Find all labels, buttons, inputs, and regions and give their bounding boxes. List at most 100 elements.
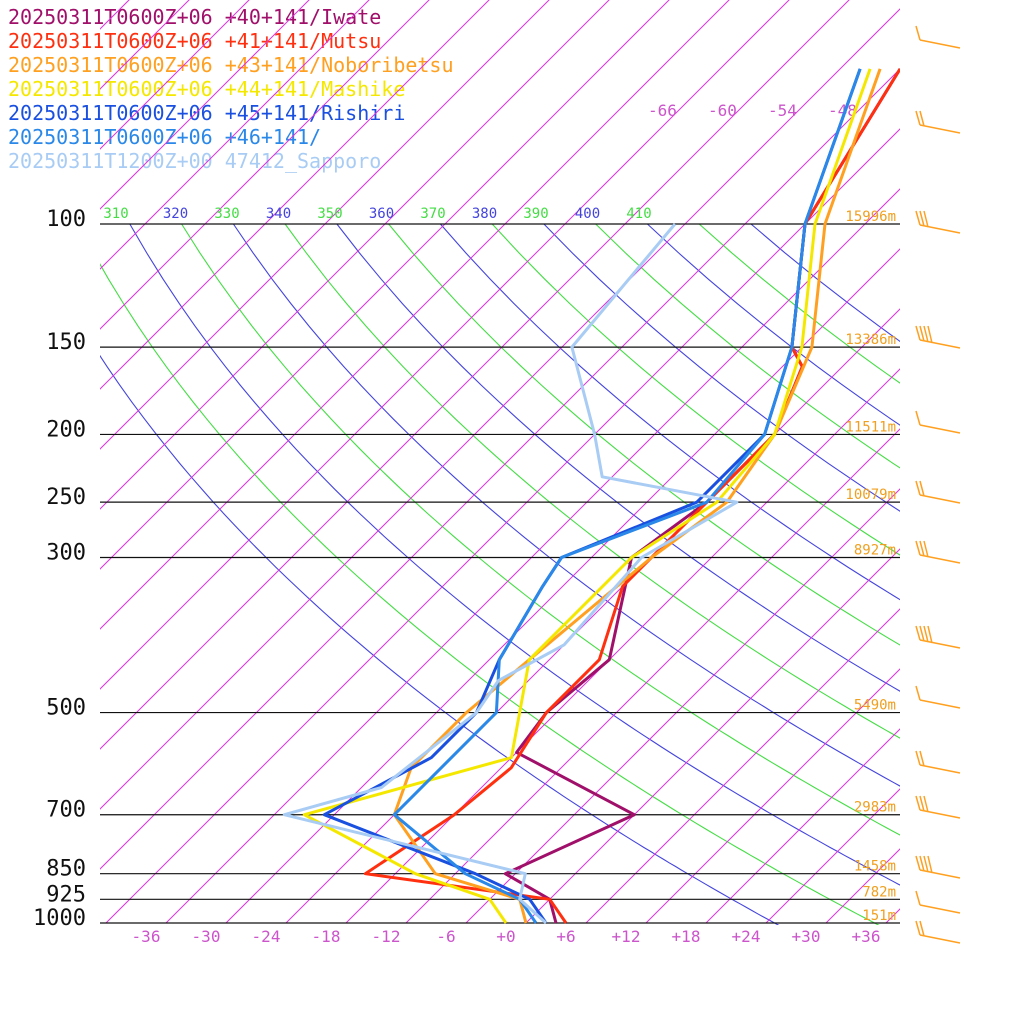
- theta-label: 360: [369, 206, 394, 222]
- theta-label: 310: [103, 206, 128, 222]
- theta-label: 350: [317, 206, 342, 222]
- height-label: 5490m: [854, 698, 896, 714]
- wind-barb: [915, 210, 961, 234]
- pressure-label: 925: [46, 882, 86, 907]
- dry-adiabat-line: [439, 223, 900, 601]
- sounding-line: [392, 68, 882, 924]
- legend: 20250311T0600Z+06 +40+141/Iwate20250311T…: [8, 5, 454, 173]
- dry-adiabat-line: [491, 223, 900, 556]
- legend-entry: 20250311T0600Z+06 +46+141/: [8, 125, 321, 149]
- isotherm-line: [1006, 0, 1024, 923]
- theta-label: 390: [523, 206, 548, 222]
- dry-adiabats: [100, 223, 900, 925]
- wind-barbs: [915, 25, 961, 944]
- legend-entry: 20250311T0600Z+06 +40+141/Iwate: [8, 5, 381, 29]
- isotherm-top-label: -48: [828, 101, 857, 120]
- wind-barb: [915, 795, 961, 819]
- pressure-label: 850: [46, 857, 86, 882]
- isotherm-line: [885, 908, 900, 924]
- temperature-tick: -36: [132, 927, 161, 946]
- pressure-label: 100: [46, 207, 86, 232]
- height-label: 151m: [862, 908, 896, 924]
- isotherm-line: [405, 428, 900, 924]
- wind-barb: [915, 480, 961, 504]
- dry-adiabat-line: [543, 223, 900, 512]
- dry-adiabat-line: [232, 223, 900, 787]
- wind-barb: [915, 920, 961, 944]
- dry-adiabat-line: [100, 354, 780, 925]
- isotherm-line: [465, 488, 900, 924]
- legend-entry: 20250311T0600Z+06 +41+141/Mutsu: [8, 29, 381, 53]
- wind-barb: [915, 25, 961, 49]
- wind-barb: [915, 685, 961, 709]
- theta-label: 370: [420, 206, 445, 222]
- temperature-tick: -18: [312, 927, 341, 946]
- height-label: 13386m: [845, 332, 896, 348]
- dry-adiabat-line: [595, 223, 900, 469]
- temperature-tick: +30: [792, 927, 821, 946]
- theta-label: 380: [472, 206, 497, 222]
- dry-adiabat-line: [129, 223, 900, 886]
- theta-label: 400: [575, 206, 600, 222]
- dry-adiabat-line: [750, 223, 900, 343]
- isotherm-line: [100, 0, 370, 270]
- wind-barb: [915, 750, 961, 774]
- isotherm-line: [0, 0, 3, 923]
- isotherm-top-label: -66: [648, 101, 677, 120]
- theta-label: 410: [626, 206, 651, 222]
- height-label: 782m: [862, 884, 896, 900]
- temperature-tick: +0: [496, 927, 515, 946]
- isotherm-line: [645, 668, 900, 924]
- height-labels: 15996m 13386m 11511m 10079m 8927m 5490m 2983m 1…: [845, 209, 896, 924]
- pressure-label: 500: [46, 696, 86, 721]
- legend-entry: 20250311T1200Z+00 47412_Sapporo: [8, 149, 381, 173]
- dry-adiabat-line: [181, 223, 900, 836]
- isotherm-line: [100, 0, 250, 150]
- pressure-label: 200: [46, 417, 86, 442]
- temperature-tick: -24: [252, 927, 281, 946]
- pressure-label: 1000: [33, 906, 86, 931]
- wind-barb: [915, 890, 961, 914]
- wind-barb: [915, 855, 961, 879]
- wind-barb: [915, 110, 961, 134]
- pressure-label: 700: [46, 798, 86, 823]
- isotherm-line: [525, 548, 900, 924]
- isotherm-top-label: -54: [768, 101, 797, 120]
- isotherm-line: [946, 0, 1024, 923]
- pressure-label: 250: [46, 485, 86, 510]
- wind-barb: [915, 325, 961, 349]
- height-label: 2983m: [854, 800, 896, 816]
- dry-adiabat-line: [100, 263, 880, 925]
- legend-entry: 20250311T0600Z+06 +43+141/Noboribetsu: [8, 53, 454, 77]
- wind-barb: [915, 410, 961, 434]
- temperature-tick: +18: [672, 927, 701, 946]
- temperature-tick: +24: [732, 927, 761, 946]
- dry-adiabat-line: [284, 223, 900, 739]
- isotherm-top-labels: -66 -60 -54 -48: [648, 101, 857, 120]
- isotherm-line: [285, 308, 900, 924]
- sounding-line: [363, 68, 900, 924]
- theta-labels: 310 320 330 340 350 360 370 380 390 400 410: [103, 206, 651, 222]
- pressure-label: 150: [46, 330, 86, 355]
- temperature-tick: +6: [556, 927, 575, 946]
- temperature-tick: -30: [192, 927, 221, 946]
- wind-barb: [915, 540, 961, 564]
- dry-adiabat-line: [336, 223, 900, 692]
- temperature-axis: -36 -30 -24 -18 -12 -6 +0 +6 +12 +18 +24 +30 +36: [132, 927, 881, 946]
- isotherm-line: [100, 0, 310, 210]
- temperature-tick: +36: [852, 927, 881, 946]
- sounding-line: [302, 68, 872, 924]
- isotherm-line: [585, 608, 900, 924]
- isotherm-line: [100, 0, 430, 330]
- sounding-line: [392, 68, 862, 924]
- isotherm-line: [765, 788, 900, 924]
- legend-entry: 20250311T0600Z+06 +44+141/Mashike: [8, 77, 405, 101]
- height-label: 10079m: [845, 487, 896, 503]
- theta-label: 320: [163, 206, 188, 222]
- pressure-label: 300: [46, 541, 86, 566]
- dry-adiabat-line: [647, 223, 900, 426]
- theta-label: 340: [266, 206, 291, 222]
- height-label: 8927m: [854, 543, 896, 559]
